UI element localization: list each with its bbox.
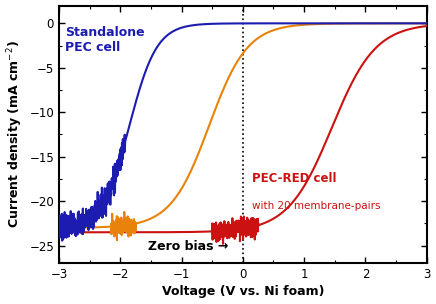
Text: Standalone
PEC cell: Standalone PEC cell xyxy=(65,26,145,54)
Text: with 20 membrane-pairs: with 20 membrane-pairs xyxy=(252,201,381,211)
X-axis label: Voltage (V vs. Ni foam): Voltage (V vs. Ni foam) xyxy=(162,285,324,299)
Y-axis label: Current density (mA cm$^{-2}$): Current density (mA cm$^{-2}$) xyxy=(6,40,25,229)
Text: PEC-RED cell: PEC-RED cell xyxy=(252,172,337,185)
Text: Zero bias →: Zero bias → xyxy=(148,240,228,253)
